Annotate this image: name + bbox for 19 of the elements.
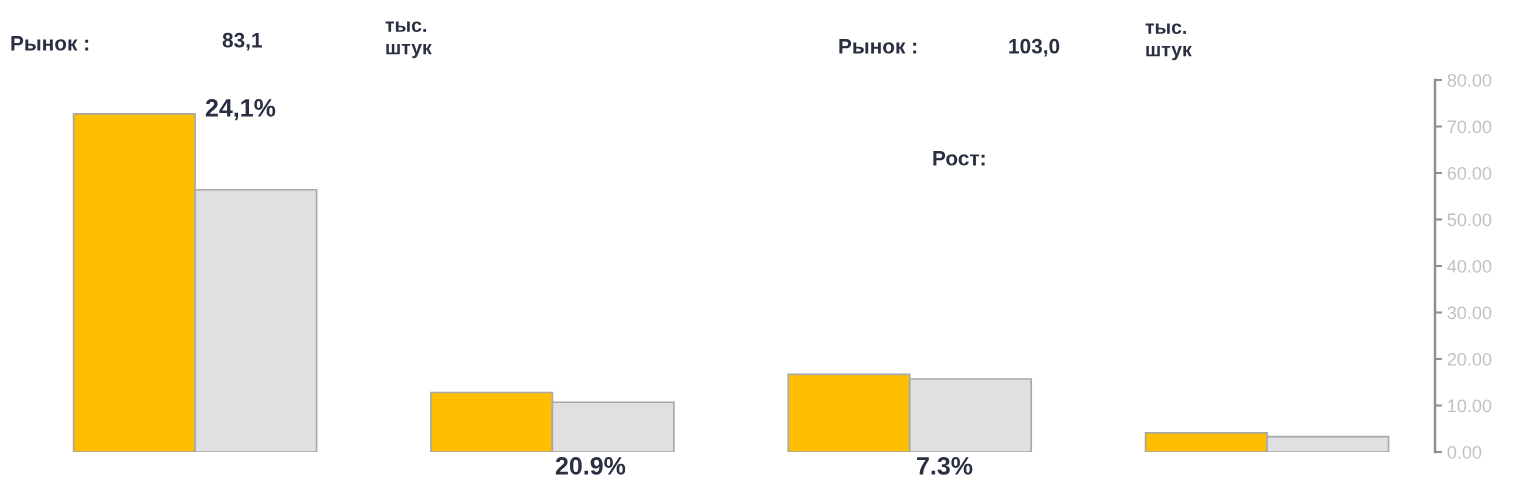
text: тыс. штук (385, 21, 432, 59)
y-tick-label: 80.00 (1447, 73, 1492, 87)
y-tick-label: 50.00 (1447, 213, 1492, 227)
y-tick-label: 40.00 (1447, 259, 1492, 273)
text: тыс. штук (1145, 23, 1192, 61)
y-tick-label: 30.00 (1447, 306, 1492, 320)
y-tick-label: 10.00 (1448, 399, 1492, 413)
text: 83,1 (222, 32, 262, 51)
text: 7.3% (917, 457, 973, 475)
y-tick-label: 20.00 (1447, 352, 1492, 366)
text: Рынок : (839, 39, 917, 54)
y-tick-label: 70.00 (1447, 120, 1492, 134)
y-tick-label: 0.00 (1447, 445, 1482, 459)
annotation: Рост: (933, 151, 985, 166)
text: Рынок : (11, 36, 89, 51)
annotation: 24,1% (205, 99, 276, 121)
text: 103,0 (1009, 38, 1060, 57)
text: 20.9% (555, 457, 626, 475)
y-tick-label: 60.00 (1447, 166, 1492, 180)
